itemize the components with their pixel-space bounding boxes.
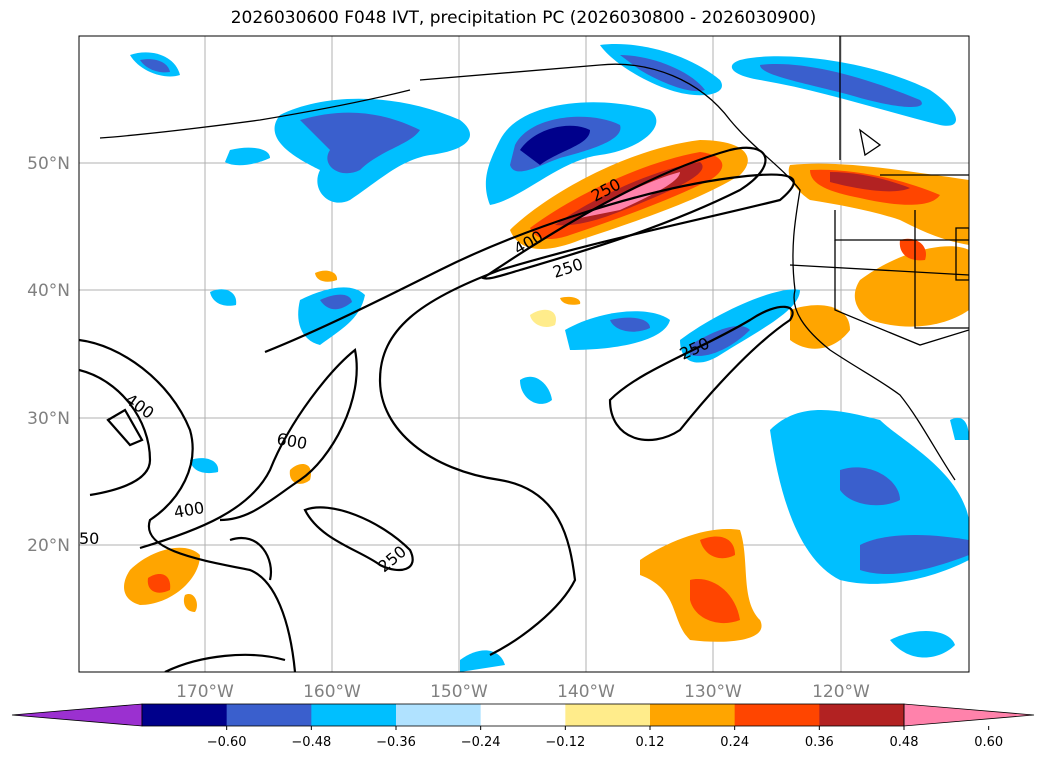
colorbar-tick-label: 0.48 [890,735,919,750]
map-title: 2026030600 F048 IVT, precipitation PC (2… [230,8,817,28]
map-content [79,36,969,672]
colorbar: −0.60 −0.48 −0.36 −0.24 −0.12 0.12 0.24 0.36 0.4… [11,703,1035,750]
colorbar-tick-label: −0.60 [207,735,247,750]
lon-label: 170°W [176,682,234,702]
colorbar-tick-label: −0.36 [376,735,416,750]
map-frame [78,35,970,673]
lon-label: 130°W [684,682,742,702]
colorbar-tick-label: 0.36 [805,735,834,750]
colorbar-segment [650,704,736,726]
contour-label: 50 [79,529,99,548]
colorbar-segment [396,704,482,726]
colorbar-tick-label: −0.48 [291,735,331,750]
colorbar-extend-low [11,703,143,727]
colorbar-segment [142,704,228,726]
lon-label: 160°W [303,682,361,702]
lon-label: 120°W [812,682,870,702]
colorbar-tick-label: 0.60 [974,735,1003,750]
colorbar-tick-label: 0.24 [720,735,749,750]
positive-precip-fields [124,140,969,642]
colorbar-segment [480,704,566,726]
lat-label: 20°N [27,536,70,556]
colorbar-tick-label: −0.24 [461,735,501,750]
colorbar-segment [734,704,820,726]
colorbar-extend-high [903,703,1035,727]
colorbar-tick-label: 0.12 [636,735,665,750]
latitude-labels: 50°N 40°N 30°N 20°N [27,154,70,556]
lon-label: 150°W [430,682,488,702]
coastlines [99,36,969,481]
lat-label: 30°N [27,409,70,429]
colorbar-segment [565,704,651,726]
colorbar-segment [311,704,397,726]
colorbar-outline [141,703,905,727]
lon-label: 140°W [557,682,615,702]
ivt-contours [79,146,795,672]
longitude-labels: 170°W 160°W 150°W 140°W 130°W 120°W [176,682,870,702]
lat-label: 50°N [27,154,70,174]
colorbar-segment [819,704,905,726]
colorbar-segment [226,704,312,726]
colorbar-tick-label: −0.12 [545,735,585,750]
negative-precip-fields [130,44,969,672]
lat-label: 40°N [27,281,70,301]
